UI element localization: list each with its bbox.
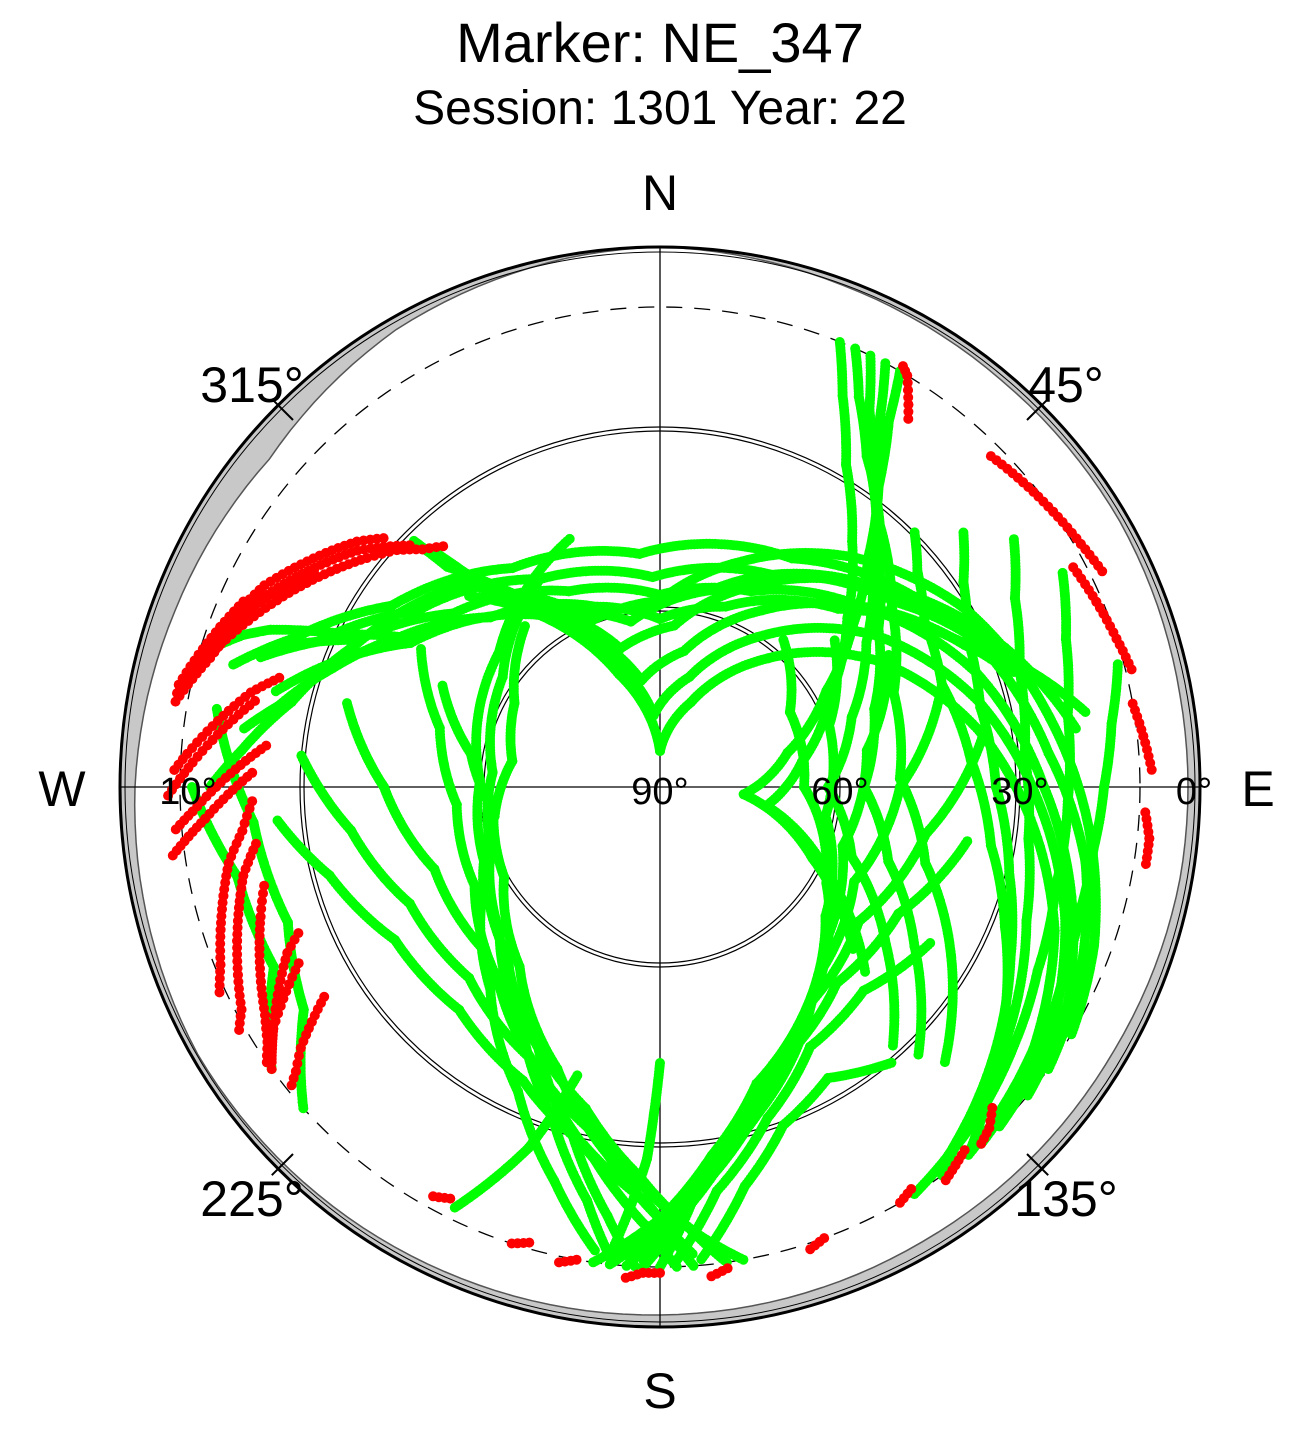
- observation-point: [913, 1049, 924, 1060]
- observation-point: [860, 966, 871, 977]
- chart-subtitle: Session: 1301 Year: 22: [413, 82, 907, 135]
- azimuth-tick-135: [1026, 1153, 1049, 1176]
- azimuth-tick-45: [1026, 398, 1049, 421]
- accepted-observations: [187, 337, 1123, 1272]
- observation-point: [887, 1040, 898, 1051]
- observation-point: [1043, 1064, 1054, 1075]
- chart-title: Marker: NE_347: [456, 11, 864, 74]
- observation-point: [1080, 707, 1091, 717]
- observation-point: [1066, 1029, 1077, 1040]
- observation-point: [939, 1057, 950, 1068]
- azimuth-tick-315: [271, 398, 294, 421]
- azimuth-tick-225: [271, 1153, 294, 1176]
- observation-point: [1022, 1090, 1033, 1101]
